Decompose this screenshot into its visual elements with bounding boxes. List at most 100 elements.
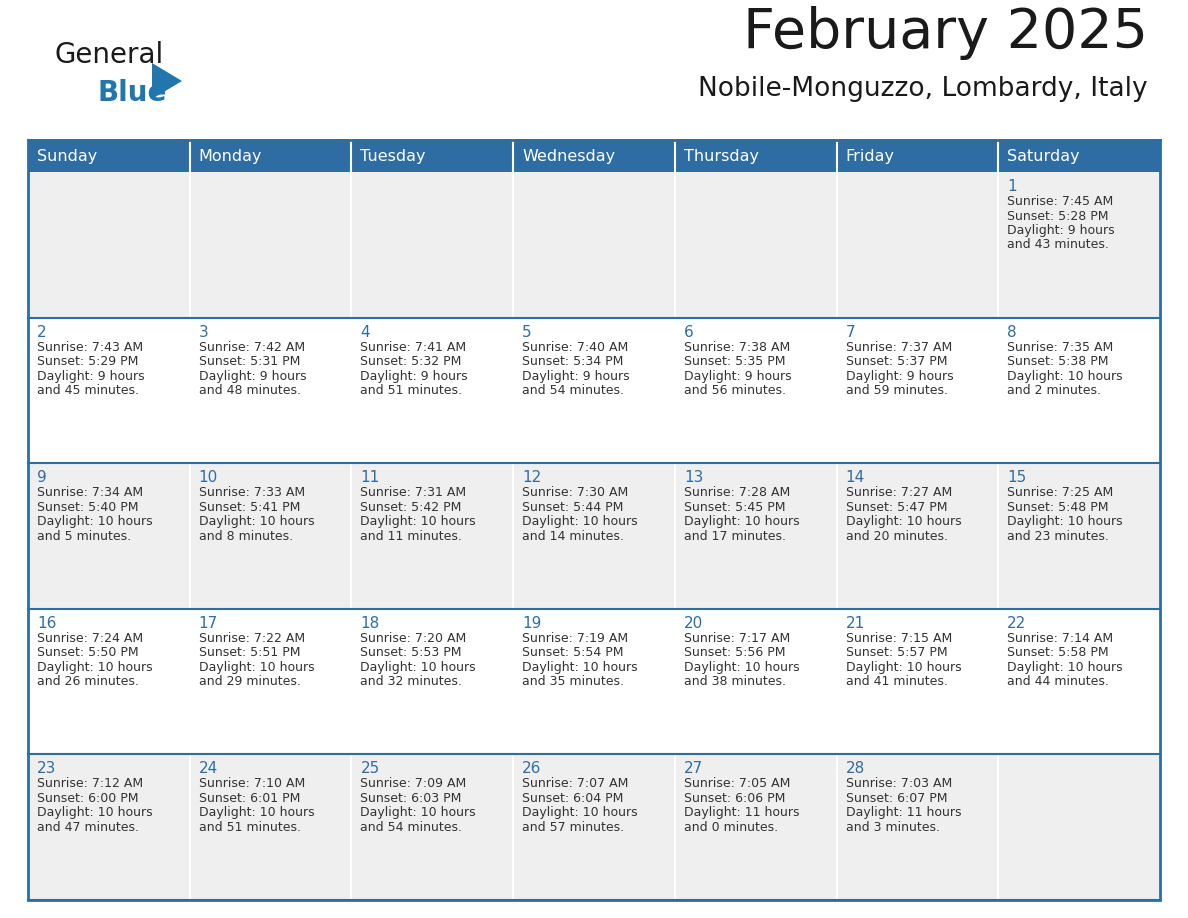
Text: 21: 21 — [846, 616, 865, 631]
Text: Daylight: 10 hours: Daylight: 10 hours — [684, 661, 800, 674]
Text: Sunset: 5:41 PM: Sunset: 5:41 PM — [198, 500, 301, 514]
Bar — [190, 140, 352, 172]
Text: Tuesday: Tuesday — [360, 149, 426, 163]
Text: Sunset: 5:29 PM: Sunset: 5:29 PM — [37, 355, 138, 368]
Text: Sunrise: 7:41 AM: Sunrise: 7:41 AM — [360, 341, 467, 353]
Text: and 17 minutes.: and 17 minutes. — [684, 530, 785, 543]
Text: Sunset: 6:03 PM: Sunset: 6:03 PM — [360, 792, 462, 805]
Text: and 26 minutes.: and 26 minutes. — [37, 676, 139, 688]
Text: 6: 6 — [684, 325, 694, 340]
Text: Daylight: 10 hours: Daylight: 10 hours — [523, 515, 638, 528]
Text: Thursday: Thursday — [684, 149, 759, 163]
Text: Sunrise: 7:38 AM: Sunrise: 7:38 AM — [684, 341, 790, 353]
Bar — [29, 464, 190, 609]
Bar — [29, 609, 190, 755]
Text: and 5 minutes.: and 5 minutes. — [37, 530, 131, 543]
Text: Daylight: 10 hours: Daylight: 10 hours — [523, 806, 638, 820]
Bar — [29, 318, 190, 464]
Text: Sunset: 5:38 PM: Sunset: 5:38 PM — [1007, 355, 1108, 368]
Text: Sunrise: 7:33 AM: Sunrise: 7:33 AM — [198, 487, 305, 499]
Bar — [190, 609, 352, 755]
Text: Sunset: 6:06 PM: Sunset: 6:06 PM — [684, 792, 785, 805]
Text: Daylight: 10 hours: Daylight: 10 hours — [1007, 661, 1123, 674]
Text: Sunrise: 7:19 AM: Sunrise: 7:19 AM — [523, 632, 628, 644]
Bar — [836, 172, 998, 318]
Text: 27: 27 — [684, 761, 703, 777]
Bar — [513, 140, 675, 172]
Text: Sunrise: 7:30 AM: Sunrise: 7:30 AM — [523, 487, 628, 499]
Text: Sunset: 5:50 PM: Sunset: 5:50 PM — [37, 646, 139, 659]
Text: Wednesday: Wednesday — [523, 149, 615, 163]
Text: 13: 13 — [684, 470, 703, 486]
Text: Sunset: 5:47 PM: Sunset: 5:47 PM — [846, 500, 947, 514]
Text: 18: 18 — [360, 616, 380, 631]
Text: Sunrise: 7:15 AM: Sunrise: 7:15 AM — [846, 632, 952, 644]
Text: Sunset: 5:56 PM: Sunset: 5:56 PM — [684, 646, 785, 659]
Bar — [29, 172, 190, 318]
Bar — [513, 609, 675, 755]
Text: 17: 17 — [198, 616, 217, 631]
Text: 7: 7 — [846, 325, 855, 340]
Text: Sunrise: 7:22 AM: Sunrise: 7:22 AM — [198, 632, 305, 644]
Text: Daylight: 10 hours: Daylight: 10 hours — [37, 661, 152, 674]
Bar — [190, 172, 352, 318]
Text: and 14 minutes.: and 14 minutes. — [523, 530, 624, 543]
Text: Sunrise: 7:34 AM: Sunrise: 7:34 AM — [37, 487, 143, 499]
Text: and 35 minutes.: and 35 minutes. — [523, 676, 624, 688]
Bar — [513, 464, 675, 609]
Bar — [190, 755, 352, 900]
Text: Sunset: 5:28 PM: Sunset: 5:28 PM — [1007, 209, 1108, 222]
Text: Daylight: 10 hours: Daylight: 10 hours — [684, 515, 800, 528]
Text: Sunset: 5:54 PM: Sunset: 5:54 PM — [523, 646, 624, 659]
Bar — [352, 755, 513, 900]
Text: 15: 15 — [1007, 470, 1026, 486]
Text: Sunrise: 7:42 AM: Sunrise: 7:42 AM — [198, 341, 305, 353]
Text: 16: 16 — [37, 616, 56, 631]
Text: 14: 14 — [846, 470, 865, 486]
Text: 8: 8 — [1007, 325, 1017, 340]
Text: and 20 minutes.: and 20 minutes. — [846, 530, 948, 543]
Bar — [998, 464, 1159, 609]
Text: Daylight: 9 hours: Daylight: 9 hours — [846, 370, 953, 383]
Text: Daylight: 10 hours: Daylight: 10 hours — [1007, 370, 1123, 383]
Bar — [675, 318, 836, 464]
Text: and 44 minutes.: and 44 minutes. — [1007, 676, 1110, 688]
Text: 11: 11 — [360, 470, 380, 486]
Text: 9: 9 — [37, 470, 46, 486]
Text: Daylight: 9 hours: Daylight: 9 hours — [1007, 224, 1114, 237]
Bar — [352, 140, 513, 172]
Text: Sunday: Sunday — [37, 149, 97, 163]
Text: Sunrise: 7:09 AM: Sunrise: 7:09 AM — [360, 778, 467, 790]
Text: Sunrise: 7:07 AM: Sunrise: 7:07 AM — [523, 778, 628, 790]
Text: 1: 1 — [1007, 179, 1017, 194]
Text: Sunset: 5:31 PM: Sunset: 5:31 PM — [198, 355, 301, 368]
Text: and 41 minutes.: and 41 minutes. — [846, 676, 948, 688]
Text: and 11 minutes.: and 11 minutes. — [360, 530, 462, 543]
Bar — [836, 464, 998, 609]
Text: Daylight: 10 hours: Daylight: 10 hours — [360, 661, 476, 674]
Text: and 47 minutes.: and 47 minutes. — [37, 821, 139, 834]
Text: Sunrise: 7:05 AM: Sunrise: 7:05 AM — [684, 778, 790, 790]
Text: and 45 minutes.: and 45 minutes. — [37, 384, 139, 397]
Text: Sunset: 5:34 PM: Sunset: 5:34 PM — [523, 355, 624, 368]
Bar — [513, 172, 675, 318]
Text: 12: 12 — [523, 470, 542, 486]
Text: and 56 minutes.: and 56 minutes. — [684, 384, 785, 397]
Bar — [190, 318, 352, 464]
Bar — [190, 464, 352, 609]
Text: Daylight: 9 hours: Daylight: 9 hours — [684, 370, 791, 383]
Text: Daylight: 10 hours: Daylight: 10 hours — [523, 661, 638, 674]
Text: Daylight: 9 hours: Daylight: 9 hours — [37, 370, 145, 383]
Text: General: General — [55, 41, 164, 69]
Text: Nobile-Monguzzo, Lombardy, Italy: Nobile-Monguzzo, Lombardy, Italy — [699, 76, 1148, 102]
Text: and 38 minutes.: and 38 minutes. — [684, 676, 785, 688]
Text: February 2025: February 2025 — [742, 6, 1148, 60]
Text: Sunrise: 7:31 AM: Sunrise: 7:31 AM — [360, 487, 467, 499]
Bar — [675, 140, 836, 172]
Text: Daylight: 10 hours: Daylight: 10 hours — [846, 515, 961, 528]
Text: 24: 24 — [198, 761, 217, 777]
Text: Sunrise: 7:25 AM: Sunrise: 7:25 AM — [1007, 487, 1113, 499]
Text: and 8 minutes.: and 8 minutes. — [198, 530, 292, 543]
Bar — [352, 318, 513, 464]
Text: 4: 4 — [360, 325, 369, 340]
